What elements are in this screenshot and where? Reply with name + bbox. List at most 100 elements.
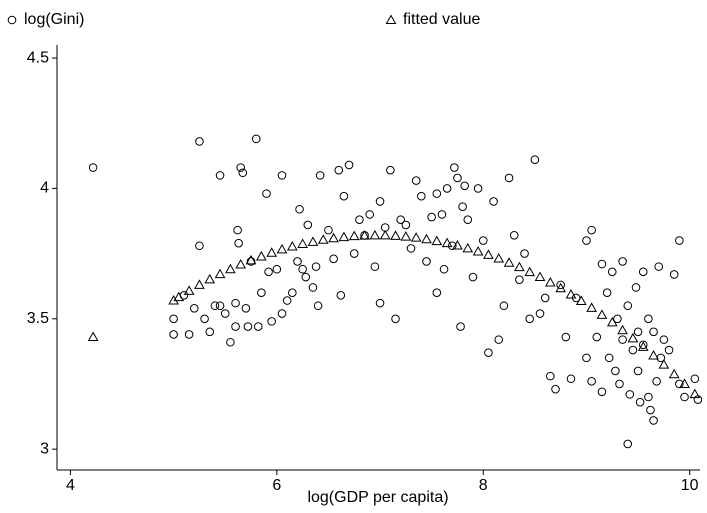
point bbox=[602, 288, 612, 297]
y-tick-label: 4.5 bbox=[27, 49, 49, 66]
point bbox=[649, 416, 658, 425]
point bbox=[623, 439, 633, 449]
point bbox=[556, 280, 565, 290]
point bbox=[215, 171, 225, 180]
point bbox=[442, 184, 452, 193]
point bbox=[596, 309, 608, 319]
point bbox=[652, 377, 661, 386]
point bbox=[231, 322, 240, 331]
point bbox=[401, 220, 411, 230]
point bbox=[659, 335, 669, 344]
y-tick-label: 4 bbox=[40, 180, 49, 197]
point bbox=[315, 171, 325, 180]
point bbox=[582, 353, 591, 363]
point bbox=[555, 282, 567, 293]
point bbox=[411, 176, 421, 185]
point bbox=[365, 210, 375, 219]
point bbox=[432, 189, 442, 198]
point bbox=[245, 254, 257, 265]
point bbox=[565, 289, 577, 299]
point bbox=[262, 189, 271, 198]
point bbox=[617, 324, 628, 335]
point bbox=[524, 266, 536, 277]
point bbox=[638, 267, 648, 277]
point bbox=[324, 225, 333, 235]
point bbox=[530, 155, 540, 165]
point bbox=[204, 273, 216, 284]
point bbox=[189, 304, 199, 313]
x-axis-label: log(GDP per capita) bbox=[307, 489, 448, 506]
point bbox=[311, 262, 321, 271]
point bbox=[267, 317, 276, 326]
point bbox=[439, 264, 449, 274]
point bbox=[421, 233, 432, 244]
point bbox=[638, 340, 648, 350]
point bbox=[546, 371, 555, 381]
point bbox=[668, 368, 680, 379]
point bbox=[535, 309, 545, 318]
point bbox=[406, 244, 416, 253]
point bbox=[241, 304, 251, 313]
point bbox=[456, 322, 465, 331]
point bbox=[234, 238, 243, 248]
point bbox=[277, 171, 287, 180]
point bbox=[644, 314, 653, 324]
point bbox=[582, 236, 591, 245]
point bbox=[623, 301, 633, 311]
point bbox=[462, 242, 474, 253]
x-tick-label: 8 bbox=[479, 477, 488, 494]
point bbox=[540, 293, 550, 303]
point bbox=[272, 264, 282, 274]
point bbox=[417, 191, 426, 201]
point bbox=[390, 230, 401, 240]
point bbox=[648, 350, 659, 360]
point bbox=[675, 236, 684, 245]
point bbox=[205, 327, 215, 337]
point bbox=[355, 215, 364, 224]
point bbox=[295, 204, 304, 214]
y-tick-label: 3.5 bbox=[27, 310, 49, 327]
point bbox=[276, 243, 288, 254]
point bbox=[625, 390, 635, 399]
point bbox=[473, 184, 483, 193]
point bbox=[484, 348, 493, 357]
point bbox=[460, 181, 469, 191]
point bbox=[693, 395, 703, 404]
point bbox=[226, 337, 235, 347]
point bbox=[288, 288, 297, 297]
point bbox=[628, 345, 638, 355]
point bbox=[658, 359, 670, 369]
point bbox=[561, 332, 571, 342]
point bbox=[432, 288, 442, 297]
point bbox=[514, 261, 525, 272]
point bbox=[627, 332, 639, 343]
point bbox=[478, 236, 488, 245]
point bbox=[606, 316, 618, 327]
point bbox=[458, 202, 467, 211]
legend-label: fitted value bbox=[403, 11, 480, 28]
point bbox=[329, 254, 338, 264]
point bbox=[286, 241, 298, 251]
point bbox=[592, 332, 602, 342]
point bbox=[238, 168, 248, 178]
point bbox=[575, 295, 587, 306]
point bbox=[679, 378, 690, 388]
point bbox=[257, 288, 266, 297]
point bbox=[463, 215, 473, 224]
point bbox=[468, 272, 478, 282]
point bbox=[637, 341, 649, 351]
point bbox=[379, 229, 391, 240]
point bbox=[618, 335, 627, 344]
point bbox=[644, 392, 653, 402]
point bbox=[344, 160, 354, 170]
point bbox=[231, 298, 240, 308]
point bbox=[422, 257, 431, 266]
point bbox=[297, 238, 308, 248]
point bbox=[494, 335, 504, 344]
point bbox=[452, 239, 463, 250]
point bbox=[587, 225, 596, 235]
point bbox=[534, 271, 546, 282]
point bbox=[450, 163, 459, 172]
point bbox=[313, 301, 323, 311]
